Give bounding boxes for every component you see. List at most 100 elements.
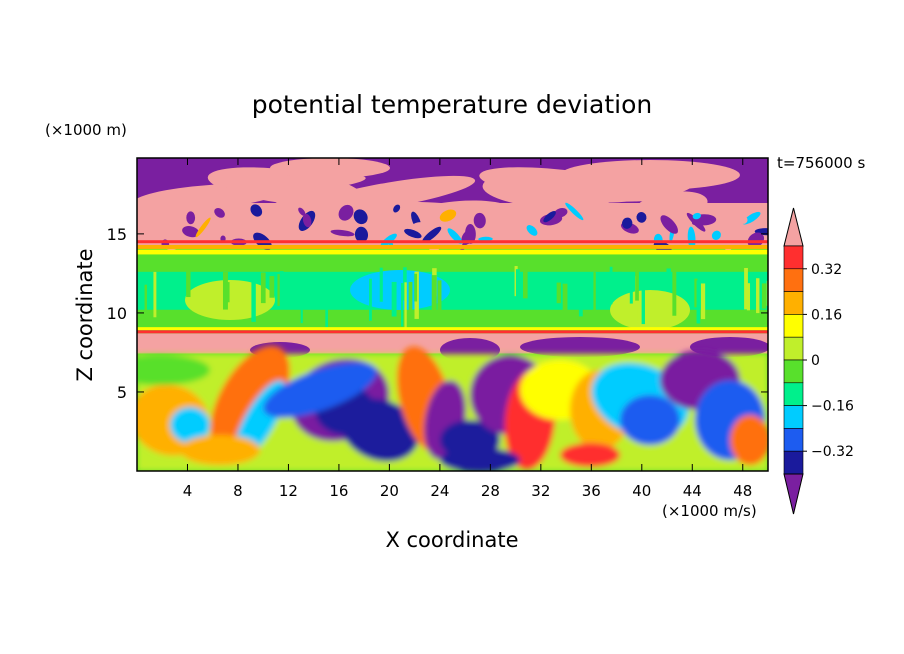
colorbar: 0.32 0.16 0 −0.16 −0.32 — [783, 207, 854, 515]
field-blob — [353, 209, 368, 225]
streak — [260, 272, 266, 304]
colorbar-extend-top — [783, 207, 804, 247]
field-blob — [250, 204, 263, 217]
streak — [635, 268, 639, 301]
turbulent-region — [137, 345, 768, 471]
field-blob — [553, 207, 568, 218]
chart-title: potential temperature deviation — [252, 90, 652, 119]
x-axis: 4 8 12 16 20 24 28 32 36 40 44 48 — [183, 158, 752, 500]
streak — [746, 283, 751, 311]
streak — [562, 283, 568, 312]
field-blob — [270, 158, 390, 178]
field-blob — [560, 443, 620, 467]
field-blob — [439, 209, 457, 222]
field-blob — [565, 202, 584, 221]
colorbar-segment — [783, 405, 804, 429]
field-blob — [520, 337, 640, 357]
x-unit-label: (×1000 m/s) — [662, 502, 757, 520]
field-blob — [422, 226, 442, 243]
x-tick-label: 32 — [531, 482, 550, 500]
colorbar-tick-label: −0.16 — [811, 399, 854, 415]
colorbar-segment — [783, 450, 804, 475]
x-tick-label: 48 — [733, 482, 752, 500]
colorbar-tick-label: 0.32 — [811, 262, 842, 278]
field-blob — [195, 217, 211, 238]
field-blob — [302, 213, 312, 228]
field-blob — [404, 228, 422, 239]
streak — [666, 268, 671, 292]
streak — [391, 281, 397, 317]
field-blob — [393, 204, 401, 213]
y-axis-label: Z coordinate — [73, 248, 97, 381]
streak — [277, 274, 281, 306]
field-blob — [170, 407, 210, 443]
field-blob — [610, 290, 690, 330]
streak — [537, 279, 542, 306]
field-blob — [330, 229, 355, 237]
field-blob — [501, 183, 645, 205]
orange-line — [137, 244, 768, 249]
streak — [431, 275, 437, 325]
y-tick-label: 5 — [117, 383, 127, 402]
colorbar-tick-label: 0.16 — [811, 307, 842, 323]
colorbar-segment — [783, 382, 804, 406]
x-tick-label: 20 — [380, 482, 399, 500]
field-blob — [543, 211, 556, 223]
field-blob — [210, 345, 290, 455]
streak — [269, 276, 275, 298]
field-blob — [560, 160, 740, 190]
x-tick-label: 4 — [183, 482, 193, 500]
streak — [629, 271, 633, 304]
streak — [578, 284, 583, 317]
x-tick-label: 36 — [582, 482, 601, 500]
streak — [279, 271, 284, 309]
colorbar-segment — [783, 314, 804, 338]
streak — [300, 274, 303, 324]
streak — [401, 283, 404, 327]
streak — [414, 273, 418, 302]
field-blob — [350, 270, 450, 310]
x-axis-label: X coordinate — [385, 528, 518, 552]
colorbar-segment — [783, 359, 804, 384]
y-tick-label: 10 — [107, 304, 127, 323]
y-tick-label: 15 — [107, 225, 127, 244]
colorbar-segment — [783, 336, 804, 361]
streak — [593, 272, 596, 313]
streak — [515, 269, 520, 304]
streak — [379, 267, 383, 302]
field-blob — [473, 212, 486, 229]
field-blob — [338, 204, 354, 221]
streak — [556, 282, 561, 304]
field-blob — [180, 435, 260, 465]
field-blob — [687, 226, 696, 250]
streak — [186, 268, 191, 298]
x-tick-label: 16 — [329, 482, 348, 500]
heatmap-field — [137, 158, 768, 471]
streak — [153, 271, 157, 318]
field-blob — [354, 226, 369, 243]
field-blob — [711, 230, 721, 240]
streak — [761, 283, 767, 309]
streak — [694, 278, 698, 308]
streak — [700, 283, 706, 320]
x-tick-label: 8 — [233, 482, 243, 500]
field-blob — [478, 236, 493, 242]
streak — [696, 280, 701, 324]
streak — [452, 279, 455, 310]
y-axis: 5 10 15 — [107, 225, 768, 402]
x-tick-label: 40 — [632, 482, 651, 500]
streak — [523, 269, 528, 299]
streak — [325, 283, 329, 333]
yellow-line — [137, 249, 768, 255]
x-tick-label: 24 — [430, 482, 449, 500]
field-blob — [137, 355, 210, 385]
field-blob — [730, 415, 768, 465]
colorbar-segment — [783, 268, 804, 292]
field-blob — [621, 217, 633, 229]
yellow-tropopause — [137, 327, 768, 331]
field-blob — [298, 207, 306, 216]
plot-frame — [136, 157, 769, 472]
streak — [251, 276, 256, 322]
plot-area — [137, 158, 768, 471]
